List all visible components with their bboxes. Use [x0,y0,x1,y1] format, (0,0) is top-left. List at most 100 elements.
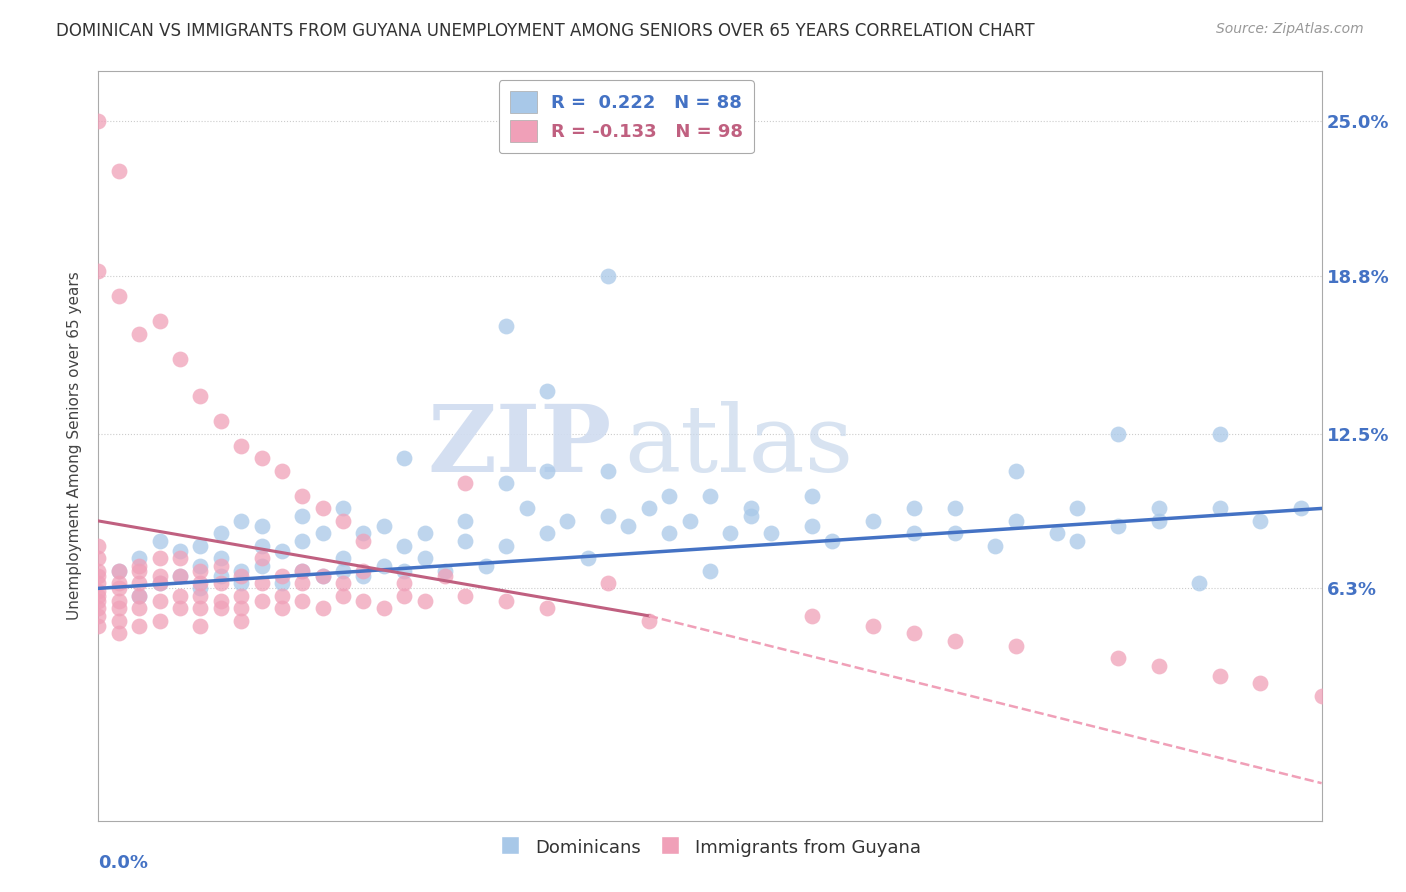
Text: DOMINICAN VS IMMIGRANTS FROM GUYANA UNEMPLOYMENT AMONG SENIORS OVER 65 YEARS COR: DOMINICAN VS IMMIGRANTS FROM GUYANA UNEM… [56,22,1035,40]
Text: ZIP: ZIP [427,401,612,491]
Point [598,576,620,591]
Point [128,558,150,573]
Point [1291,501,1313,516]
Point [1209,669,1232,683]
Point [903,626,925,640]
Point [332,501,354,516]
Point [209,551,232,566]
Point [434,569,457,583]
Point [332,551,354,566]
Point [149,533,172,548]
Point [149,576,172,591]
Point [209,569,232,583]
Point [658,489,681,503]
Point [454,533,477,548]
Point [1004,464,1026,478]
Point [231,601,253,615]
Point [454,514,477,528]
Point [392,539,416,553]
Point [87,601,110,615]
Point [188,589,212,603]
Point [209,526,232,541]
Point [761,526,783,541]
Point [87,114,110,128]
Point [392,451,416,466]
Point [188,558,212,573]
Point [454,589,477,603]
Point [312,526,335,541]
Point [903,501,925,516]
Point [352,569,374,583]
Point [943,501,966,516]
Point [352,594,374,608]
Point [291,564,314,578]
Point [1066,501,1088,516]
Point [250,594,273,608]
Point [270,569,294,583]
Point [474,558,498,573]
Point [332,589,354,603]
Point [536,384,558,398]
Point [87,539,110,553]
Point [495,476,517,491]
Point [637,614,661,628]
Point [250,558,273,573]
Point [699,564,721,578]
Point [352,526,374,541]
Point [270,576,294,591]
Point [108,164,131,178]
Point [270,464,294,478]
Point [250,539,273,553]
Point [536,601,558,615]
Point [536,464,558,478]
Point [149,569,172,583]
Point [128,564,150,578]
Point [598,269,620,284]
Point [270,544,294,558]
Point [291,576,314,591]
Point [495,319,517,334]
Point [270,601,294,615]
Point [332,514,354,528]
Text: 0.0%: 0.0% [98,855,149,872]
Point [87,619,110,633]
Point [169,589,191,603]
Point [801,489,824,503]
Y-axis label: Unemployment Among Seniors over 65 years: Unemployment Among Seniors over 65 years [67,272,83,620]
Point [169,351,191,366]
Point [516,501,538,516]
Point [801,519,824,533]
Point [108,594,131,608]
Point [108,576,131,591]
Point [128,619,150,633]
Point [209,576,232,591]
Point [536,526,558,541]
Point [943,633,966,648]
Point [598,508,620,523]
Point [821,533,844,548]
Point [169,551,191,566]
Point [1147,658,1170,673]
Point [312,569,335,583]
Point [1107,651,1129,665]
Point [169,601,191,615]
Text: atlas: atlas [624,401,853,491]
Point [87,589,110,603]
Point [312,601,335,615]
Point [1209,501,1232,516]
Point [740,501,762,516]
Legend: Dominicans, Immigrants from Guyana: Dominicans, Immigrants from Guyana [492,830,928,864]
Point [231,569,253,583]
Point [87,264,110,278]
Point [108,582,131,596]
Point [149,576,172,591]
Point [149,594,172,608]
Point [108,614,131,628]
Point [1107,426,1129,441]
Point [495,539,517,553]
Point [149,551,172,566]
Point [188,576,212,591]
Point [576,551,599,566]
Point [231,589,253,603]
Point [169,569,191,583]
